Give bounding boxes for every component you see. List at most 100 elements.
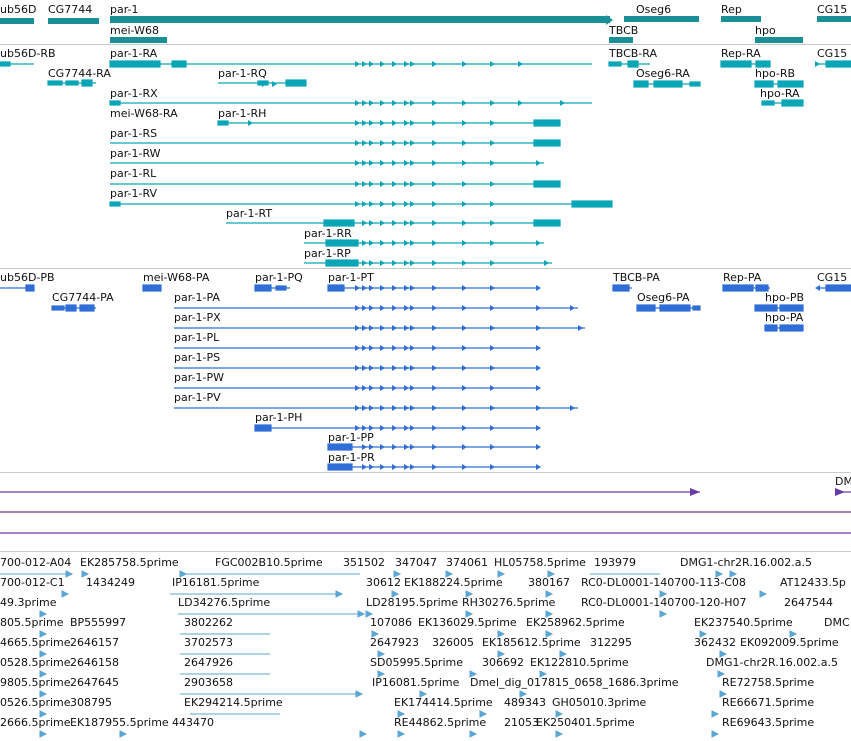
est-label[interactable]: 374061 [446,556,488,569]
est-label[interactable]: 805.5prime [0,616,64,629]
est-label[interactable]: 30612 [366,576,401,589]
protein-label[interactable]: par-1-PR [328,451,375,464]
gene-feature-meiw68[interactable] [110,37,167,43]
protein-label[interactable]: Rep-PA [723,271,762,284]
est-label[interactable]: 21053 [504,716,539,729]
protein-label[interactable]: par-1-PP [328,431,374,444]
protein-label[interactable]: ub56D-PB [0,271,55,284]
transcript-label[interactable]: TBCB-RA [609,47,657,60]
gene-label-rab56d[interactable]: ub56D [0,3,37,16]
transcript-label[interactable]: par-1-RX [110,87,158,100]
est-label[interactable]: 347047 [395,556,437,569]
est-label[interactable]: 308795 [70,696,112,709]
est-label[interactable]: 2647923 [370,636,419,649]
gene-feature-oseg6[interactable] [624,16,699,22]
est-label[interactable]: 2647645 [70,676,119,689]
est-label[interactable]: GH05010.3prime [552,696,647,709]
transcript-label[interactable]: par-1-RW [110,147,161,160]
transcript-label[interactable]: par-1-RV [110,187,158,200]
protein-label[interactable]: par-1-PT [328,271,374,284]
est-label[interactable]: EK174414.5prime [394,696,493,709]
gene-feature-hpo[interactable] [755,37,803,43]
gene-feature-rab56d[interactable] [0,18,34,24]
gene-label-tbcb[interactable]: TBCB [609,24,639,37]
est-label[interactable]: 2646158 [70,656,119,669]
est-label[interactable]: EK092009.5prime [740,636,839,649]
transcript-label[interactable]: CG15 [817,47,848,60]
protein-label[interactable]: par-1-PH [255,411,303,424]
transcript-label[interactable]: par-1-RH [218,107,267,120]
est-label[interactable]: 306692 [482,656,524,669]
est-label[interactable]: DMG1-chr2R.16.002.a.5 [706,656,838,669]
est-label[interactable]: EK188224.5prime [404,576,503,589]
gene-label-rep[interactable]: Rep [721,3,742,16]
gene-label-par1[interactable]: par-1 [110,3,139,16]
est-label[interactable]: 443470 [172,716,214,729]
est-label[interactable]: 2903658 [184,676,233,689]
transcript-label[interactable]: par-1-RQ [218,67,267,80]
protein-label[interactable]: par-1-PS [174,351,221,364]
transcript-label[interactable]: mei-W68-RA [110,107,178,120]
protein-label[interactable]: hpo-PA [765,311,804,324]
est-label[interactable]: 193979 [594,556,636,569]
est-label[interactable]: HL05758.5prime [494,556,586,569]
protein-label[interactable]: TBCB-PA [613,271,660,284]
est-label[interactable]: Dmel_dig_017815_0658_1686.3prime [470,676,679,689]
transcript-label[interactable]: hpo-RA [760,87,800,100]
est-label[interactable]: 489343 [504,696,546,709]
est-label[interactable]: 2647926 [184,656,233,669]
protein-label[interactable]: mei-W68-PA [143,271,210,284]
gene-label-oseg6[interactable]: Oseg6 [636,3,672,16]
gene-feature-cg7744[interactable] [48,18,99,24]
transcript-label[interactable]: par-1-RL [110,167,157,180]
gene-label-meiw68[interactable]: mei-W68 [110,24,159,37]
est-label[interactable]: DMC [824,616,850,629]
est-label[interactable]: EK294214.5prime [184,696,283,709]
est-label[interactable]: 4665.5prime [0,636,71,649]
est-label[interactable]: DMG1-chr2R.16.002.a.5 [680,556,812,569]
est-label[interactable]: IP16081.5prime [372,676,460,689]
est-label[interactable]: LD34276.5prime [178,596,271,609]
est-label[interactable]: EK122810.5prime [530,656,629,669]
protein-label[interactable]: CG7744-PA [52,291,114,304]
est-label[interactable]: 380167 [528,576,570,589]
est-label[interactable]: 362432 [694,636,736,649]
transcript-label[interactable]: Oseg6-RA [636,67,690,80]
gene-label-hpo[interactable]: hpo [755,24,776,37]
transcript-label[interactable]: hpo-RB [755,67,796,80]
est-label[interactable]: 1434249 [86,576,135,589]
transcript-label[interactable]: par-1-RT [226,207,273,220]
protein-label[interactable]: par-1-PW [174,371,224,384]
gene-feature-par1[interactable] [110,16,610,23]
est-label[interactable]: IP16181.5prime [172,576,260,589]
protein-label[interactable]: hpo-PB [765,291,805,304]
est-label[interactable]: 107086 [370,616,412,629]
transcript-label[interactable]: ub56D-RB [0,47,56,60]
transcript-label[interactable]: CG7744-RA [48,67,111,80]
protein-label[interactable]: Oseg6-PA [637,291,690,304]
est-label[interactable]: RC0-DL0001-140700-113-C08 [581,576,746,589]
evidence-label[interactable]: DM [835,475,851,488]
est-label[interactable]: 3802262 [184,616,233,629]
est-label[interactable]: 326005 [432,636,474,649]
est-label[interactable]: BP555997 [70,616,127,629]
est-label[interactable]: 2666.5prime [0,716,71,729]
est-label[interactable]: 9805.5prime [0,676,71,689]
est-label[interactable]: RE72758.5prime [722,676,815,689]
transcript-label[interactable]: par-1-RA [110,47,158,60]
est-label[interactable]: 312295 [590,636,632,649]
est-label[interactable]: EK258962.5prime [526,616,625,629]
protein-label[interactable]: par-1-PX [174,311,221,324]
transcript-label[interactable]: par-1-RR [304,227,352,240]
est-label[interactable]: RE69643.5prime [722,716,815,729]
protein-label[interactable]: par-1-PL [174,331,220,344]
est-label[interactable]: 700-012-A04 [0,556,72,569]
est-label[interactable]: 700-012-C1 [0,576,65,589]
est-label[interactable]: RH30276.5prime [462,596,556,609]
est-label[interactable]: 3702573 [184,636,233,649]
gene-feature-rep[interactable] [721,16,761,22]
est-label[interactable]: EK285758.5prime [80,556,179,569]
transcript-label[interactable]: par-1-RS [110,127,158,140]
est-label[interactable]: EK185612.5prime [482,636,581,649]
est-label[interactable]: 0528.5prime [0,656,71,669]
